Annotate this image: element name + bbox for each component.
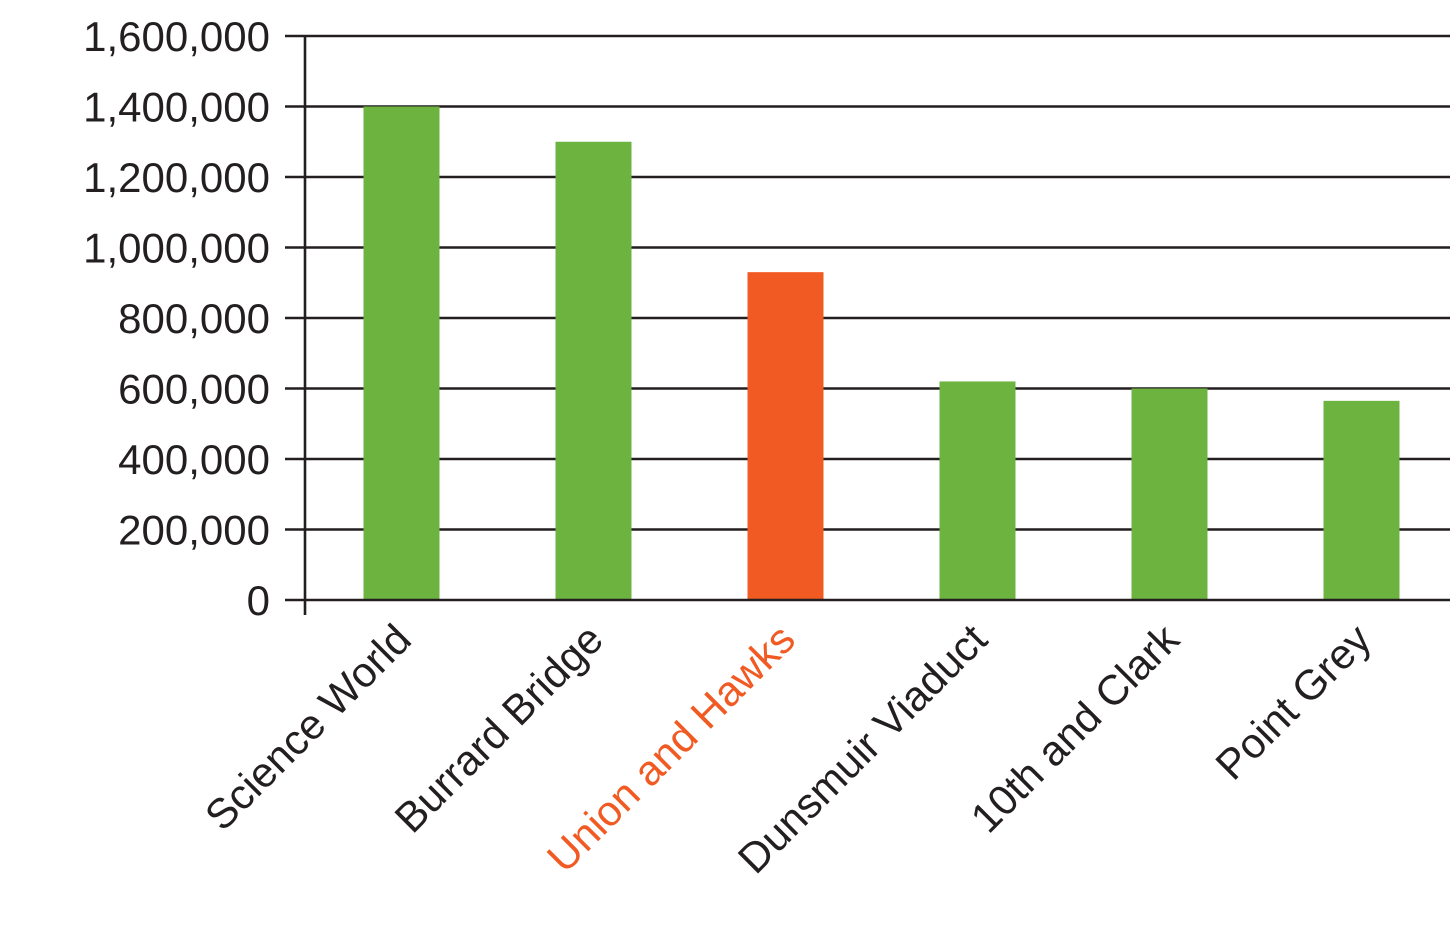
gridlines [305, 34, 1450, 531]
y-tick-label: 200,000 [118, 507, 270, 554]
y-tick-label: 400,000 [118, 436, 270, 483]
y-axis-ticks: 0 200,000 400,000 600,000 800,000 1,000,000 1,… [83, 13, 305, 624]
y-tick-label: 1,400,000 [83, 84, 270, 131]
axes [303, 36, 1450, 615]
bar-science-world [363, 106, 440, 600]
y-tick-label: 0 [247, 577, 270, 624]
bar-burrard-bridge [555, 141, 632, 600]
y-tick-label: 1,000,000 [83, 225, 270, 272]
bar-point-grey [1323, 400, 1400, 600]
bar-dunsmuir-viaduct [939, 381, 1016, 600]
x-tick-label: Point Grey [1206, 615, 1380, 789]
bar-union-and-hawks [747, 272, 824, 600]
y-tick-label: 600,000 [118, 366, 270, 413]
bar-10th-and-clark [1131, 388, 1208, 600]
y-tick-label: 1,600,000 [83, 13, 270, 60]
bars [363, 106, 1400, 600]
y-tick-label: 1,200,000 [83, 154, 270, 201]
x-tick-label: Science World [196, 615, 420, 839]
y-tick-label: 800,000 [118, 295, 270, 342]
